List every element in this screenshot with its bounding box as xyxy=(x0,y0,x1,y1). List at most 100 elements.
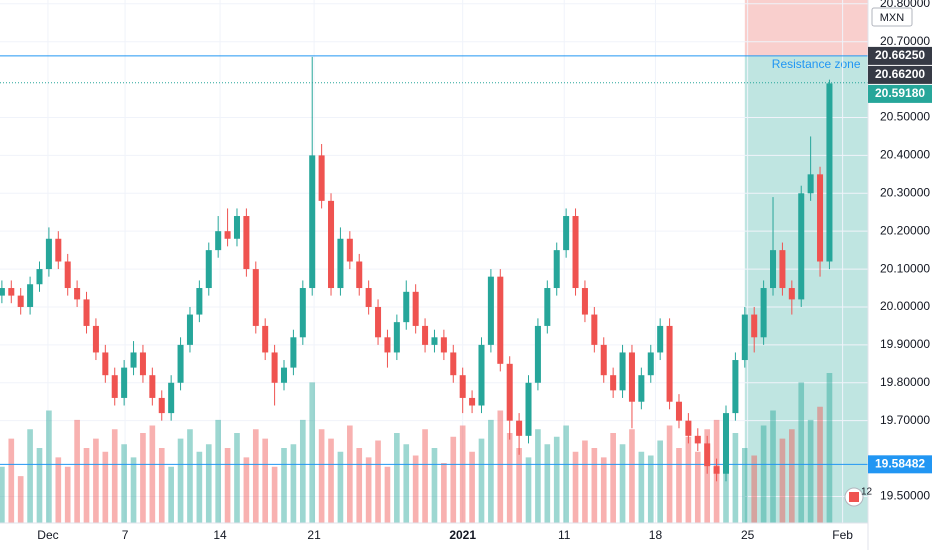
candle-body xyxy=(675,401,682,421)
x-tick-label: 25 xyxy=(741,528,755,542)
volume-bar xyxy=(459,425,466,523)
candle-body xyxy=(205,250,212,289)
volume-bar xyxy=(27,429,33,523)
volume-bar xyxy=(807,419,814,523)
volume-bar xyxy=(619,444,626,523)
candle-body xyxy=(365,288,372,307)
candle-body xyxy=(177,344,184,383)
volume-bar xyxy=(140,433,146,523)
candle-body xyxy=(516,420,523,436)
volume-bar xyxy=(647,455,654,523)
volume-bar xyxy=(168,466,174,523)
candle-body xyxy=(553,250,560,289)
candle-body xyxy=(356,261,363,289)
x-tick-label: 18 xyxy=(649,528,663,542)
volume-bar xyxy=(111,429,118,523)
volume-bar xyxy=(394,433,400,523)
volume-bar xyxy=(535,429,541,523)
volume-bar xyxy=(252,429,259,523)
volume-bar xyxy=(488,419,494,523)
y-tick-label: 19.90000 xyxy=(880,337,930,351)
y-tick-label: 19.80000 xyxy=(880,375,930,389)
candle-body xyxy=(309,155,316,289)
y-tick-label: 20.80000 xyxy=(880,0,930,10)
candle-body xyxy=(45,238,52,270)
volume-bar xyxy=(375,440,381,523)
volume-bar xyxy=(55,457,62,523)
candle-body xyxy=(751,314,758,338)
candle-body xyxy=(525,382,532,436)
volume-bar xyxy=(450,436,457,523)
volume-bar xyxy=(290,444,297,523)
y-tick-label: 19.50000 xyxy=(880,489,930,503)
candle-body xyxy=(83,299,90,326)
volume-bar xyxy=(770,410,776,523)
volume-bar xyxy=(365,457,372,523)
volume-bar xyxy=(676,448,682,523)
candle-body xyxy=(610,375,617,391)
candle-body xyxy=(722,413,730,474)
candle-body xyxy=(74,288,81,300)
candle-body xyxy=(619,352,626,391)
candle-body xyxy=(375,306,382,338)
candle-body xyxy=(318,155,325,201)
volume-bar xyxy=(741,448,748,523)
candle-body xyxy=(741,314,748,361)
volume-bar xyxy=(271,466,278,523)
volume-bar xyxy=(93,438,99,523)
candle-body xyxy=(328,200,335,289)
price-label: 19.58482 xyxy=(875,456,925,470)
volume-bar xyxy=(478,438,485,523)
candle-body xyxy=(0,288,5,296)
candle-body xyxy=(121,367,128,398)
volume-bar xyxy=(64,466,71,523)
x-tick-label: 11 xyxy=(558,528,571,542)
volume-bar xyxy=(525,457,532,523)
x-tick-label: 21 xyxy=(307,528,321,542)
candle-body xyxy=(647,352,654,376)
volume-bar xyxy=(149,425,156,523)
candle-body xyxy=(600,344,607,376)
candle-body xyxy=(224,231,231,239)
y-tick-label: 19.70000 xyxy=(880,413,930,427)
volume-bar xyxy=(610,433,616,523)
y-tick-label: 20.40000 xyxy=(880,148,930,162)
candle-body xyxy=(459,375,466,398)
volume-bar xyxy=(102,451,109,523)
candle-body xyxy=(64,261,71,289)
candle-body xyxy=(506,363,513,421)
volume-bar xyxy=(158,448,165,523)
x-tick-label: Feb xyxy=(832,528,853,542)
candle-body xyxy=(233,216,240,239)
volume-bar xyxy=(431,448,438,523)
candle-body xyxy=(704,443,711,467)
candle-body xyxy=(130,352,137,368)
volume-bar xyxy=(723,444,729,523)
volume-bar xyxy=(196,451,203,523)
candle-body xyxy=(807,174,814,194)
badge-count: 12 xyxy=(861,487,873,498)
candle-body xyxy=(384,337,391,353)
flag xyxy=(849,492,859,502)
zone-upper xyxy=(744,0,868,56)
volume-bar xyxy=(751,455,758,523)
volume-bar xyxy=(572,451,579,523)
candle-body xyxy=(168,382,175,414)
volume-bar xyxy=(422,429,428,523)
volume-bar xyxy=(704,429,711,523)
currency-box[interactable] xyxy=(871,7,913,27)
volume-bar xyxy=(553,436,560,523)
volume-bar xyxy=(403,444,410,523)
volume-bar xyxy=(469,451,475,523)
y-tick-label: 20.00000 xyxy=(880,299,930,313)
volume-bar xyxy=(732,433,739,523)
volume-bar xyxy=(299,419,306,523)
volume-bar xyxy=(281,448,287,523)
candle-body xyxy=(657,325,664,353)
candle-body xyxy=(788,288,795,300)
y-tick-label: 20.50000 xyxy=(880,110,930,124)
volume-bar xyxy=(563,425,569,523)
candle-body xyxy=(290,337,297,368)
candle-body xyxy=(158,397,165,414)
volume-bar xyxy=(17,476,24,523)
